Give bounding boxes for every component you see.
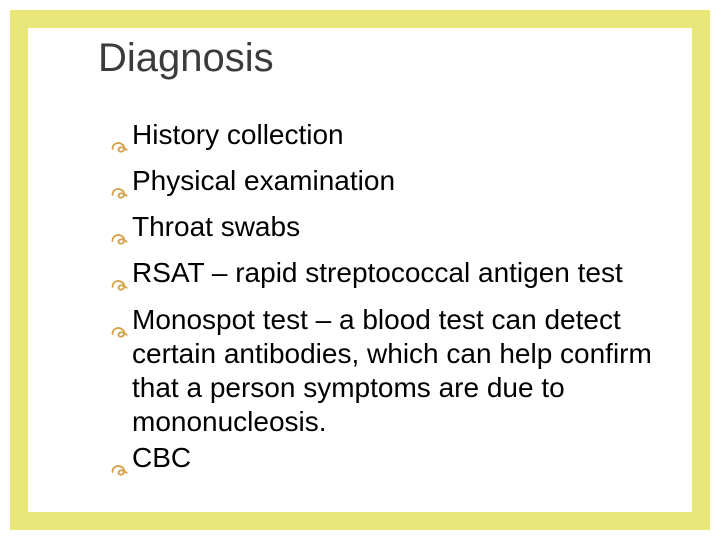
curly-arrow-icon xyxy=(110,128,130,162)
curly-arrow-icon xyxy=(110,451,130,485)
list-item: RSAT – rapid streptococcal antigen test xyxy=(110,256,660,300)
list-item-text: Monospot test – a blood test can detect … xyxy=(132,303,660,440)
list-item: Throat swabs xyxy=(110,210,660,254)
curly-arrow-icon xyxy=(110,266,130,300)
list-item-text: CBC xyxy=(132,441,660,475)
curly-arrow-icon xyxy=(110,220,130,254)
list-item: Monospot test – a blood test can detect … xyxy=(110,303,660,440)
list-item: History collection xyxy=(110,118,660,162)
list-item-text: Throat swabs xyxy=(132,210,660,244)
list-item-text: Physical examination xyxy=(132,164,660,198)
list-item-text: History collection xyxy=(132,118,660,152)
curly-arrow-icon xyxy=(110,313,130,347)
list-item: CBC xyxy=(110,441,660,485)
list-item: Physical examination xyxy=(110,164,660,208)
slide-content: History collection Physical examination Th… xyxy=(110,118,660,487)
slide: Diagnosis History collection Physical exa… xyxy=(0,0,720,540)
list-item-text: RSAT – rapid streptococcal antigen test xyxy=(132,256,660,290)
slide-title: Diagnosis xyxy=(98,36,274,81)
curly-arrow-icon xyxy=(110,174,130,208)
